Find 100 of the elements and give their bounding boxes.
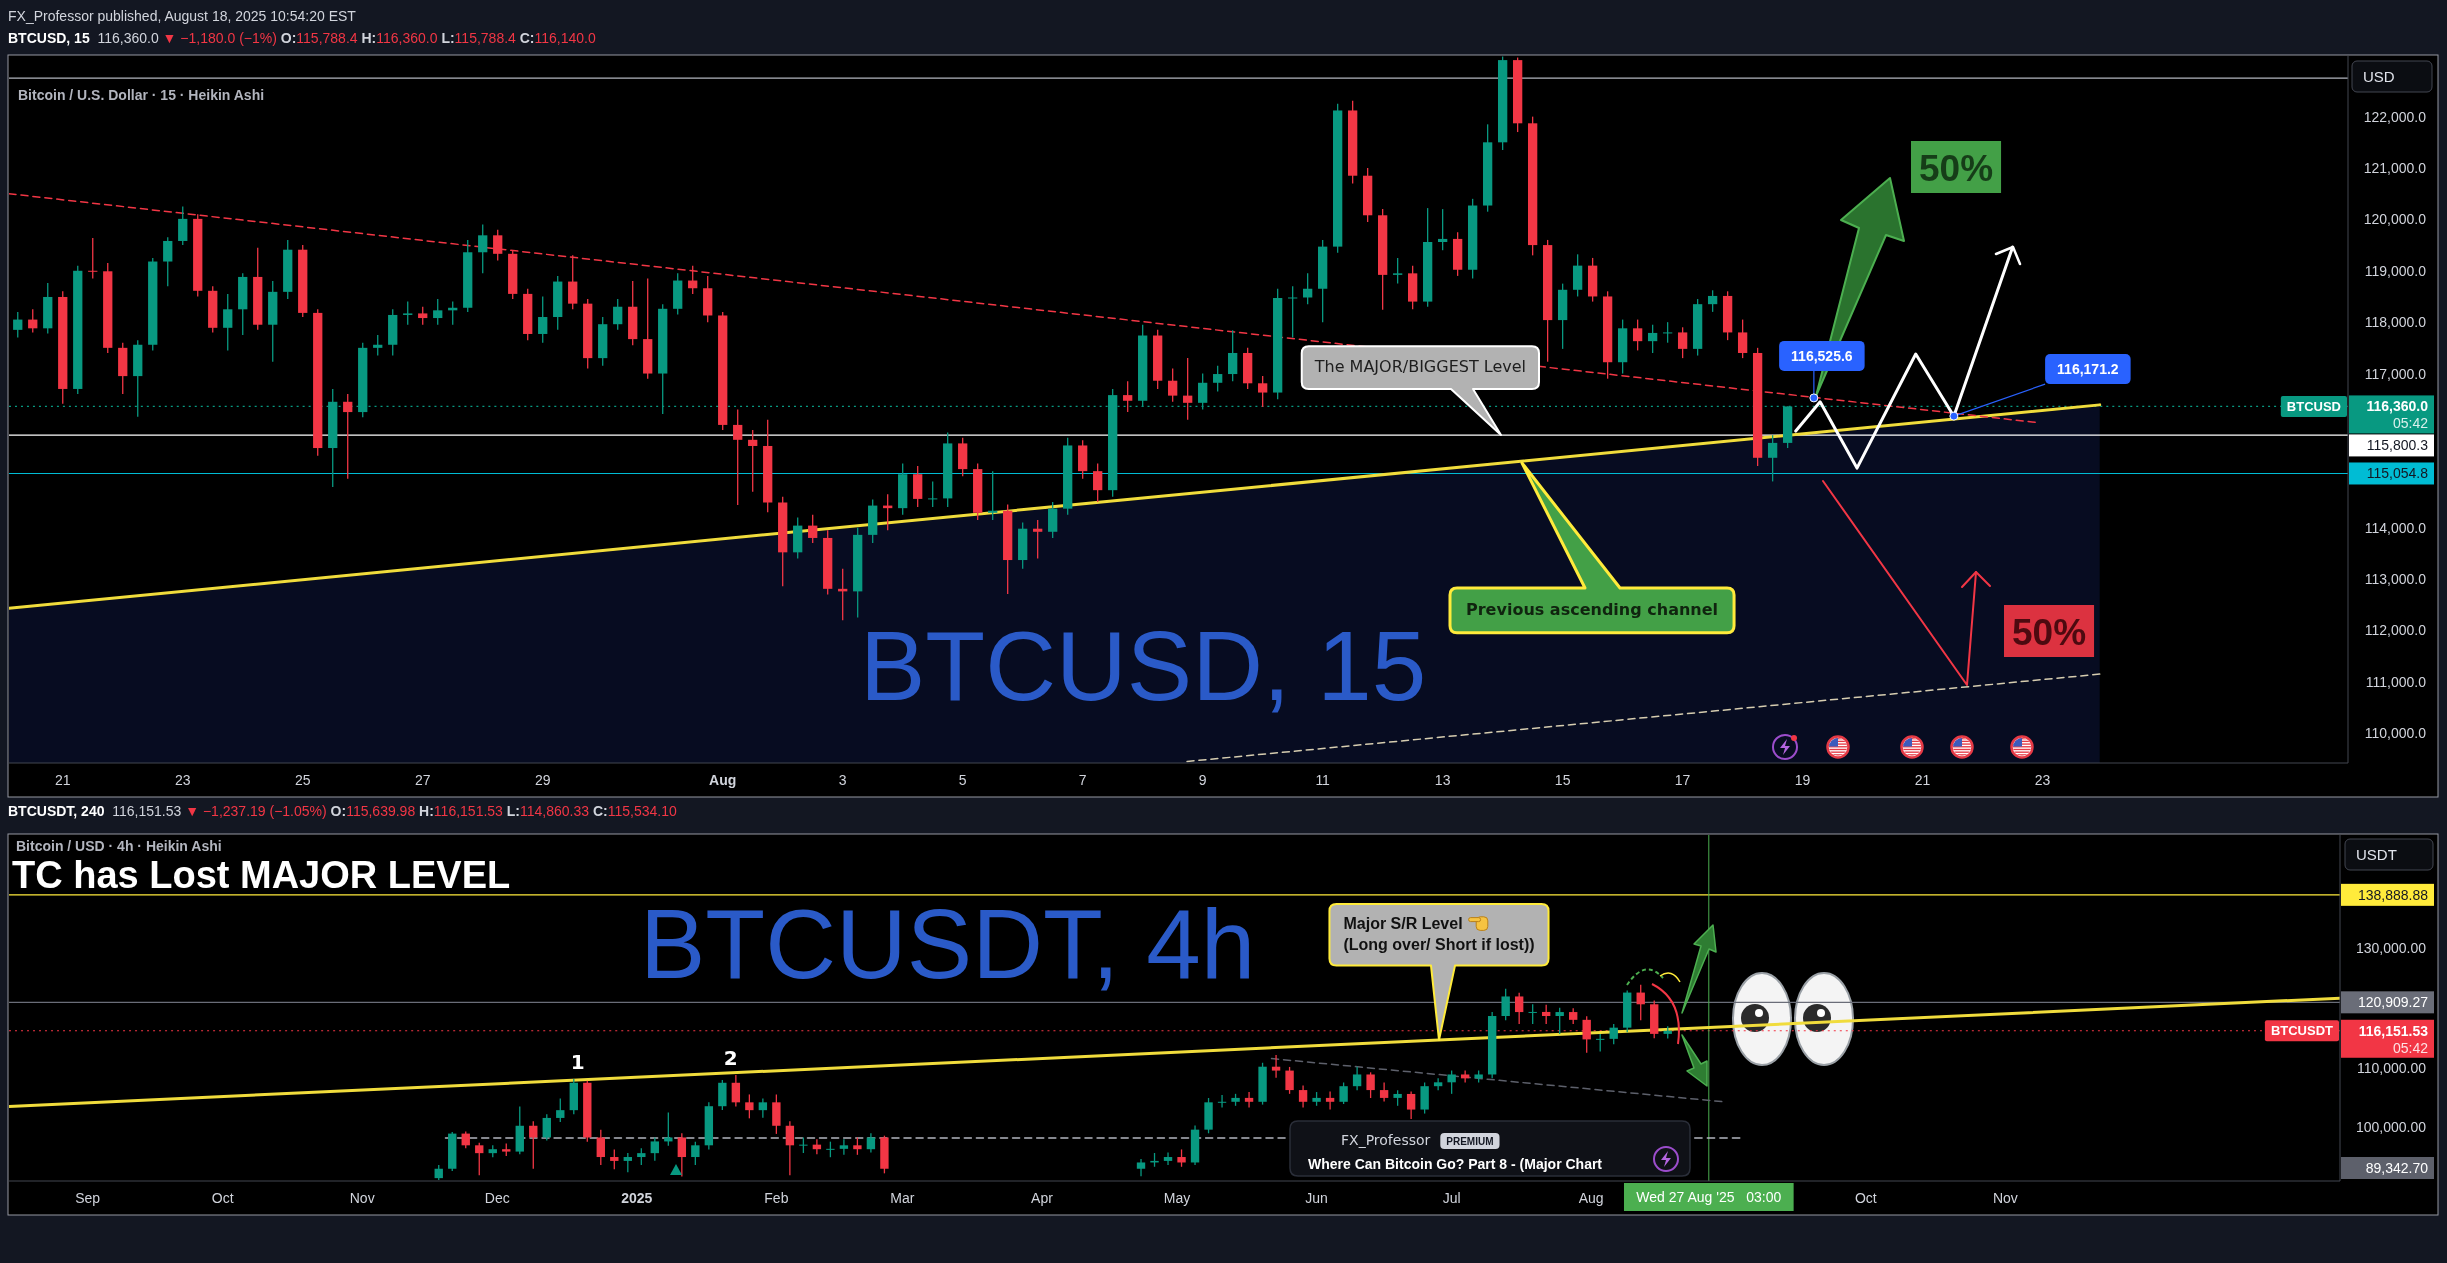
annotation: Bitcoin / USD · 4h · Heikin Ashi xyxy=(16,838,222,854)
x-tick-label: 17 xyxy=(1674,772,1691,788)
y-tick-label: 110,000.0 xyxy=(2364,725,2427,742)
candlestick xyxy=(1298,1084,1308,1109)
y-tick-label: 110,000.00 xyxy=(2356,1059,2427,1076)
x-tick-label: Dec xyxy=(484,1190,510,1206)
x-tick-label: 13 xyxy=(1434,772,1451,788)
candlestick xyxy=(343,393,353,480)
candlestick xyxy=(1213,365,1223,393)
candlestick xyxy=(1438,208,1448,251)
annotation: BTCUSD, 15 xyxy=(860,611,1427,721)
candlestick xyxy=(866,1132,876,1154)
x-tick-label: Mar xyxy=(890,1190,915,1206)
text: 05:42 xyxy=(2392,1039,2429,1056)
x-tick-label: May xyxy=(1163,1190,1191,1206)
x-tick-label: 25 xyxy=(294,772,311,788)
candlestick xyxy=(1632,318,1643,352)
y-tick-label: 120,000.0 xyxy=(2363,211,2427,228)
candlestick xyxy=(1048,501,1058,539)
candlestick xyxy=(1528,1003,1537,1025)
candlestick xyxy=(1288,285,1298,339)
annotation: 50% xyxy=(2012,612,2087,653)
annotation: Previous ascending channel xyxy=(1466,599,1719,619)
candlestick xyxy=(1228,329,1238,382)
x-tick-label: 15 xyxy=(1554,772,1571,788)
candlestick xyxy=(1514,992,1524,1025)
x-tick-label: Nov xyxy=(1992,1190,2018,1206)
candlestick xyxy=(556,1097,565,1123)
candlestick xyxy=(493,229,503,262)
y-tick-label: 122,000.0 xyxy=(2363,108,2427,125)
candlestick xyxy=(610,1148,619,1170)
candlestick xyxy=(745,1093,754,1119)
candlestick xyxy=(1325,1090,1335,1111)
y-tick-label: 111,000.0 xyxy=(2365,673,2427,690)
text: FX_Professor published, August 18, 2025 10:54:20 EST xyxy=(8,8,357,24)
candlestick xyxy=(1258,375,1268,408)
x-tick-label: 11 xyxy=(1315,772,1331,788)
candlestick xyxy=(718,1079,727,1111)
y-tick-label: 118,000.0 xyxy=(2364,314,2427,331)
candlestick xyxy=(1393,257,1403,285)
candlestick xyxy=(163,236,173,287)
x-tick-label: Oct xyxy=(211,1190,234,1206)
candlestick xyxy=(1033,519,1043,560)
y-tick-label: 114,000.0 xyxy=(2364,519,2427,536)
candlestick xyxy=(839,1138,849,1156)
ref-line-label: 138,888.88 xyxy=(2357,886,2429,903)
candlestick xyxy=(772,1093,781,1135)
y-axis-title: USD xyxy=(2363,68,2395,85)
x-tick-label: Sep xyxy=(75,1190,101,1206)
x-tick-label: Jun xyxy=(1305,1190,1328,1206)
candlestick xyxy=(988,470,998,521)
candlestick xyxy=(1636,984,1645,1021)
candlestick xyxy=(538,295,548,344)
candlestick xyxy=(731,1074,741,1108)
x-tick-label: Nov xyxy=(349,1190,375,1206)
candlestick xyxy=(1737,318,1748,359)
x-tick-label: Apr xyxy=(1031,1190,1054,1206)
annotation: 116,171.2 xyxy=(2057,361,2119,378)
candlestick xyxy=(1093,462,1103,503)
candlestick xyxy=(928,480,938,508)
candlestick xyxy=(1447,1069,1456,1095)
ref-line-label: 115,800.3 xyxy=(2366,437,2429,454)
candlestick xyxy=(1271,1054,1281,1079)
candlestick xyxy=(808,514,818,544)
annotation: 1 xyxy=(570,1049,585,1074)
candlestick xyxy=(88,237,98,280)
text: 05:42 xyxy=(2392,415,2429,432)
candlestick xyxy=(1609,1023,1618,1045)
ref-line-label: 115,054.8 xyxy=(2366,465,2429,482)
ref-line-label: Wed 27 Aug '25 03:00 xyxy=(1636,1189,1782,1205)
candlestick xyxy=(650,1136,660,1162)
x-tick-label: 21 xyxy=(1914,772,1931,788)
candlestick xyxy=(1366,1071,1375,1099)
annotation: Bitcoin / U.S. Dollar · 15 · Heikin Ashi xyxy=(18,87,265,103)
x-tick-label: 7 xyxy=(1078,772,1087,788)
candlestick xyxy=(1541,1004,1551,1025)
candlestick xyxy=(1677,326,1688,359)
candlestick xyxy=(1406,1090,1416,1120)
candlestick xyxy=(677,1132,687,1178)
x-tick-label: 21 xyxy=(54,772,71,788)
x-tick-label: Jul xyxy=(1442,1190,1461,1206)
candlestick xyxy=(1285,1066,1294,1095)
candlestick xyxy=(1379,1081,1389,1103)
annotation: PREMIUM xyxy=(1446,1136,1494,1147)
candlestick xyxy=(223,293,233,352)
candlestick xyxy=(1244,1091,1254,1109)
candlestick xyxy=(748,429,758,493)
text: 116,151.53 ▼ −1,237.19 (−1.05%) O:115,639.98 H:116,151.53 L:114,860.33 C:115,534.10 xyxy=(112,803,677,819)
candlestick xyxy=(733,408,743,506)
candlestick xyxy=(1767,434,1778,483)
y-tick-label: 100,000.00 xyxy=(2355,1119,2427,1136)
x-tick-label: 9 xyxy=(1198,772,1207,788)
x-tick-label: 27 xyxy=(414,772,431,788)
candlestick xyxy=(1433,1077,1443,1091)
candlestick xyxy=(529,1120,538,1170)
candlestick xyxy=(1163,1151,1173,1166)
candlestick xyxy=(664,1111,673,1147)
y-tick-label: 121,000.0 xyxy=(2363,160,2427,177)
ref-line-label: 116,151.53 xyxy=(2358,1022,2429,1039)
annotation: Where Can Bitcoin Go? Part 8 - (Major Chart xyxy=(1308,1156,1603,1172)
